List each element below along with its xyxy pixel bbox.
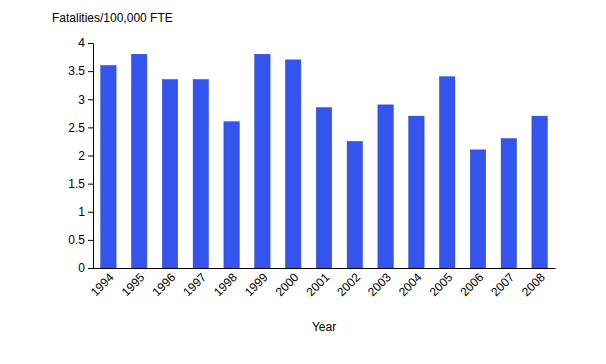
x-tick: 2000 [273,268,302,299]
x-tick: 2001 [303,268,332,299]
x-tick: 1998 [211,268,240,299]
y-tick: 2 [78,149,93,163]
x-axis-title: Year [312,320,336,334]
y-tick-label: 0.5 [68,233,85,247]
bar [409,116,424,268]
y-tick-label: 1.5 [68,177,85,191]
y-tick: 0.5 [68,233,93,247]
y-tick-mark [88,99,93,100]
x-tick-label: 2000 [273,270,302,299]
y-tick: 3 [78,93,93,107]
plot: 0 0.5 1 1.5 2 2.5 3 3.5 4 19941995199619971998199… [68,36,555,299]
y-tick: 1 [78,205,93,219]
x-tick-label: 1997 [180,270,209,299]
y-tick-label: 3.5 [68,64,85,78]
y-tick-mark [88,240,93,241]
y-tick-label: 3 [78,93,85,107]
bar [224,122,239,268]
bar [162,80,177,268]
y-tick-mark [88,212,93,213]
y-tick-label: 2 [78,149,85,163]
x-tick-label: 1995 [119,270,148,299]
x-axis: 1994199519961997199819992000200120022003… [88,268,556,299]
bar [378,105,393,268]
bar [101,66,116,269]
x-tick: 2004 [396,268,425,299]
bar [470,150,485,268]
x-tick-label: 2002 [334,270,363,299]
y-tick: 3.5 [68,64,93,78]
y-tick-mark [88,184,93,185]
y-tick-mark [88,43,93,44]
x-tick: 2007 [488,268,517,299]
x-tick: 2005 [427,268,456,299]
x-tick-label: 2007 [488,270,517,299]
y-tick-mark [88,127,93,128]
bars [101,54,548,268]
x-tick-label: 2006 [457,270,486,299]
chart: 0 0.5 1 1.5 2 2.5 3 3.5 4 19941995199619971998199… [0,0,606,364]
x-tick: 1996 [149,268,178,299]
y-tick-mark [88,71,93,72]
y-tick: 4 [78,36,93,50]
y-tick-label: 0 [78,261,85,275]
x-tick-label: 1994 [88,270,117,299]
bar [440,77,455,268]
y-tick: 0 [78,261,93,275]
x-tick-label: 1996 [149,270,178,299]
x-tick-label: 1998 [211,270,240,299]
x-tick: 1999 [242,268,271,299]
y-tick-label: 4 [78,36,85,50]
x-axis-line [94,268,556,269]
x-tick: 1995 [119,268,148,299]
bar [193,80,208,268]
bar [255,54,270,268]
x-tick: 2006 [457,268,486,299]
x-tick-label: 2005 [427,270,456,299]
y-tick-mark [88,268,93,269]
y-axis-line [88,44,94,269]
x-tick: 2002 [334,268,363,299]
bar [316,108,331,268]
x-tick: 1997 [180,268,209,299]
bar [347,141,362,268]
bar [286,60,301,268]
bar [532,116,547,268]
x-tick: 1994 [88,268,117,299]
y-tick-label: 1 [78,205,85,219]
bar [132,54,147,268]
y-tick-mark [88,156,93,157]
y-axis-title: Fatalities/100,000 FTE [52,11,173,25]
y-tick-label: 2.5 [68,121,85,135]
x-tick: 2003 [365,268,394,299]
x-tick: 2008 [519,268,548,299]
x-tick-label: 1999 [242,270,271,299]
y-axis: 0 0.5 1 1.5 2 2.5 3 3.5 4 [68,36,93,275]
x-tick-label: 2001 [303,270,332,299]
y-tick: 1.5 [68,177,93,191]
x-tick-label: 2004 [396,270,425,299]
x-tick-label: 2003 [365,270,394,299]
bar [501,139,516,268]
y-tick: 2.5 [68,121,93,135]
x-tick-label: 2008 [519,270,548,299]
